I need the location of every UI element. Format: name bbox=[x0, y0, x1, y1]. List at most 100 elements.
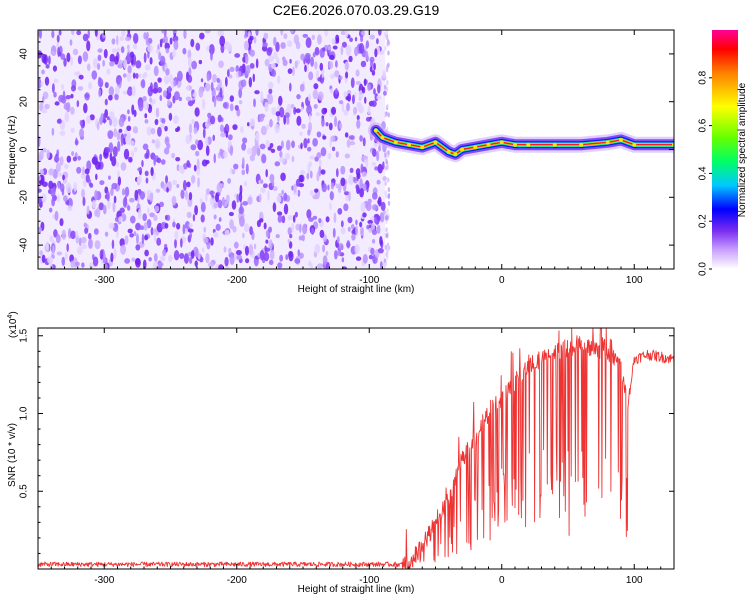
noise-speckle bbox=[117, 140, 121, 152]
noise-speckle bbox=[219, 183, 225, 188]
noise-speckle bbox=[206, 45, 210, 52]
noise-speckle bbox=[309, 155, 315, 160]
top-y-tick-label: -40 bbox=[19, 237, 30, 252]
noise-speckle bbox=[126, 125, 132, 132]
noise-speckle bbox=[195, 150, 200, 157]
noise-speckle bbox=[270, 62, 276, 69]
noise-speckle bbox=[246, 147, 253, 155]
noise-speckle bbox=[259, 249, 265, 261]
noise-speckle bbox=[150, 226, 154, 236]
noise-speckle bbox=[289, 82, 292, 92]
noise-speckle bbox=[172, 221, 176, 228]
noise-speckle bbox=[111, 239, 115, 250]
noise-speckle bbox=[182, 47, 187, 55]
noise-speckle bbox=[109, 53, 116, 63]
noise-speckle bbox=[305, 37, 312, 49]
noise-speckle bbox=[138, 73, 142, 79]
noise-speckle bbox=[204, 82, 211, 92]
noise-speckle bbox=[147, 207, 150, 215]
noise-speckle bbox=[330, 73, 335, 80]
noise-speckle bbox=[280, 30, 284, 36]
noise-speckle bbox=[126, 72, 132, 82]
noise-speckle bbox=[292, 66, 295, 76]
noise-speckle bbox=[115, 75, 121, 85]
noise-speckle bbox=[260, 179, 264, 184]
trace-point bbox=[433, 140, 438, 145]
noise-speckle bbox=[229, 95, 235, 102]
noise-speckle bbox=[343, 91, 348, 98]
noise-speckle bbox=[131, 104, 135, 115]
noise-speckle bbox=[87, 232, 92, 240]
noise-speckle bbox=[249, 49, 255, 57]
noise-speckle bbox=[116, 47, 120, 53]
noise-speckle bbox=[137, 167, 143, 172]
noise-speckle bbox=[191, 119, 195, 124]
noise-speckle bbox=[92, 57, 98, 69]
noise-speckle bbox=[213, 96, 217, 108]
noise-speckle bbox=[48, 180, 54, 190]
noise-speckle bbox=[135, 258, 141, 268]
noise-speckle bbox=[387, 40, 391, 46]
noise-speckle bbox=[259, 113, 266, 119]
noise-speckle bbox=[367, 219, 373, 225]
trace-point bbox=[579, 142, 584, 147]
noise-speckle bbox=[322, 135, 327, 140]
noise-speckle bbox=[137, 175, 142, 184]
noise-speckle bbox=[362, 212, 367, 218]
noise-speckle bbox=[185, 134, 191, 145]
noise-speckle bbox=[337, 207, 343, 215]
noise-speckle bbox=[312, 89, 319, 100]
colorbar: 0.0 0.2 0.4 0.6 0.8 Normalized spectral ampl… bbox=[698, 30, 748, 276]
noise-speckle bbox=[294, 60, 298, 69]
noise-speckle bbox=[163, 75, 170, 85]
noise-speckle bbox=[345, 195, 349, 202]
noise-speckle bbox=[377, 163, 383, 174]
noise-speckle bbox=[200, 201, 206, 213]
noise-speckle bbox=[78, 237, 82, 247]
noise-speckle bbox=[278, 95, 283, 106]
noise-speckle bbox=[72, 48, 79, 56]
noise-speckle bbox=[104, 263, 108, 269]
noise-speckle bbox=[345, 71, 349, 79]
snr-panel: -300 -200 -100 0 100 0.5 1.0 1.5 Height of stra… bbox=[7, 311, 675, 595]
noise-speckle bbox=[302, 33, 309, 38]
noise-speckle bbox=[195, 42, 201, 51]
noise-speckle bbox=[331, 146, 336, 152]
noise-speckle bbox=[240, 202, 243, 213]
noise-speckle bbox=[384, 31, 387, 37]
noise-speckle bbox=[266, 124, 270, 130]
noise-speckle bbox=[213, 202, 219, 209]
noise-speckle bbox=[160, 255, 166, 262]
noise-speckle bbox=[367, 83, 371, 92]
noise-speckle bbox=[343, 203, 349, 212]
noise-speckle bbox=[283, 192, 288, 202]
noise-speckle bbox=[340, 165, 346, 175]
noise-speckle bbox=[278, 156, 285, 163]
noise-speckle bbox=[57, 182, 61, 190]
noise-speckle bbox=[386, 79, 389, 85]
noise-speckle bbox=[172, 179, 178, 186]
noise-speckle bbox=[386, 215, 389, 221]
noise-speckle bbox=[118, 216, 123, 222]
noise-speckle bbox=[244, 40, 250, 51]
noise-speckle bbox=[339, 122, 343, 129]
noise-speckle bbox=[127, 228, 133, 234]
noise-speckle bbox=[243, 223, 250, 233]
bottom-x-tick-label: -300 bbox=[94, 575, 114, 586]
noise-speckle bbox=[81, 262, 85, 268]
noise-speckle bbox=[77, 55, 82, 65]
noise-speckle bbox=[151, 139, 156, 144]
noise-speckle bbox=[129, 215, 136, 224]
noise-speckle bbox=[362, 137, 366, 147]
noise-speckle bbox=[312, 194, 318, 200]
noise-speckle bbox=[377, 196, 382, 207]
noise-speckle bbox=[215, 192, 220, 203]
noise-speckle bbox=[99, 180, 105, 186]
noise-speckle bbox=[127, 115, 131, 122]
noise-speckle bbox=[112, 117, 118, 128]
noise-speckle bbox=[203, 226, 207, 233]
noise-speckle bbox=[387, 177, 390, 183]
noise-speckle bbox=[287, 227, 292, 235]
